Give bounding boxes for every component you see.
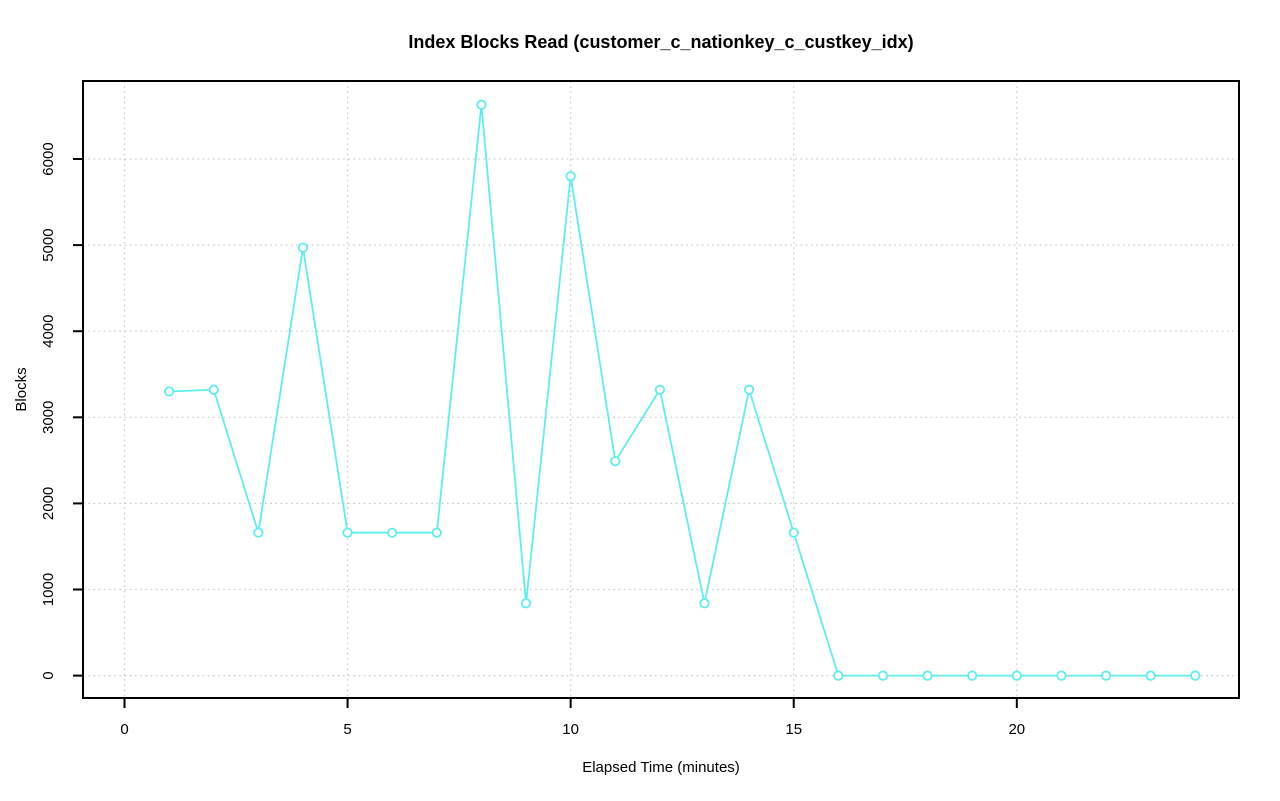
data-point — [788, 527, 799, 538]
x-tick-label: 10 — [562, 721, 579, 738]
data-point — [1100, 670, 1112, 681]
data-point — [431, 527, 442, 538]
series-line — [168, 103, 1197, 677]
x-tick-label: 5 — [343, 721, 351, 738]
data-point — [342, 527, 353, 538]
data-point — [297, 242, 309, 253]
data-point — [744, 384, 755, 395]
y-tick-label: 5000 — [40, 228, 57, 261]
data-point — [1145, 670, 1156, 681]
data-point — [476, 99, 487, 110]
data-point — [922, 670, 933, 681]
x-tick-label: 15 — [785, 721, 802, 738]
data-point — [1011, 670, 1022, 681]
chart-title: Index Blocks Read (customer_c_nationkey_… — [408, 32, 913, 52]
y-tick-label: 3000 — [40, 401, 57, 434]
data-point — [520, 598, 532, 609]
data-series — [164, 99, 1201, 681]
y-tick-label: 1000 — [40, 573, 57, 606]
data-point — [967, 670, 978, 681]
plot-border — [82, 80, 1240, 699]
y-axis-label: Blocks — [13, 367, 30, 411]
x-tick-label: 0 — [120, 721, 128, 738]
data-point — [1056, 670, 1067, 681]
x-tick-label: 20 — [1008, 721, 1025, 738]
data-point — [1190, 670, 1201, 681]
axis-ticks — [73, 158, 1018, 708]
y-tick-label: 2000 — [40, 487, 57, 520]
y-tick-label: 6000 — [40, 142, 57, 175]
data-point — [565, 171, 576, 182]
axis-tick-labels: 0 5 10 15 20 0 1000 2000 3000 4000 5000 6000 — [40, 142, 1025, 738]
x-axis-label: Elapsed Time (minutes) — [582, 759, 740, 776]
data-point — [610, 456, 621, 467]
data-point — [833, 670, 844, 681]
data-point — [699, 598, 710, 609]
y-tick-label: 0 — [40, 671, 57, 679]
data-point — [164, 386, 175, 397]
data-point — [253, 527, 264, 538]
data-point — [387, 527, 398, 538]
data-point — [654, 384, 665, 395]
data-point — [208, 384, 219, 395]
data-point — [877, 670, 889, 681]
y-tick-label: 4000 — [40, 315, 57, 348]
